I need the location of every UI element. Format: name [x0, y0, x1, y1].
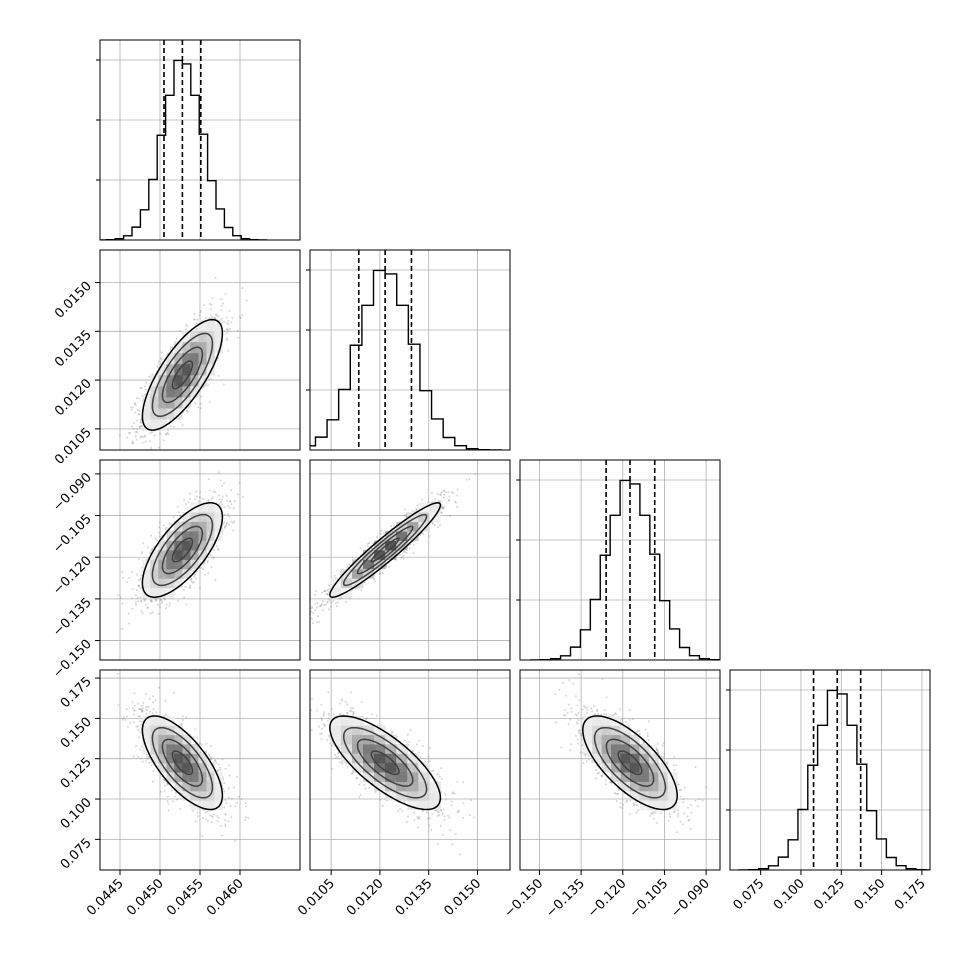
ytick-label-1-0: 0.0105 [52, 425, 95, 468]
contour-1-0-3 [141, 318, 224, 431]
scatter-panel-1-0 [99, 249, 301, 451]
ytick-label-1-3: 0.0150 [52, 279, 95, 322]
scatter-panel-3-2 [519, 669, 721, 871]
hist-frame-0 [99, 39, 301, 241]
ytick-label-2-4: −0.090 [50, 470, 95, 515]
contour-2-0-1 [161, 525, 204, 575]
xtick-label-3-0: 0.075 [731, 876, 768, 913]
scatter-panel-2-0 [99, 459, 301, 661]
contour-1-0-1 [161, 346, 204, 404]
contour-1-0-0 [171, 360, 194, 390]
xtick-label-1-3: 0.0150 [442, 876, 485, 919]
panel-content-2-0 [100, 460, 300, 660]
ytick-label-2-0: −0.150 [50, 637, 95, 682]
contour-3-1-0 [370, 750, 400, 776]
xtick-label-3-2: 0.125 [811, 876, 848, 913]
scatter-panel-2-1 [309, 459, 511, 661]
ytick-label-3-0: 0.075 [58, 836, 95, 873]
contour-2-0-2 [151, 513, 214, 587]
ytick-label-3-4: 0.175 [58, 674, 95, 711]
xtick-label-1-1: 0.0120 [344, 876, 387, 919]
panel-frame-2-1 [309, 459, 511, 661]
xtick-label-3-1: 0.100 [771, 876, 808, 913]
panel-content-1-0 [100, 250, 300, 450]
contour-3-1-3 [329, 715, 442, 811]
contour-3-0-3 [141, 715, 224, 811]
hist-panel-0 [96, 39, 301, 241]
xtick-label-0-2: 0.0455 [164, 876, 207, 919]
ytick-label-2-2: −0.120 [50, 553, 95, 598]
xtick-label-1-2: 0.0135 [393, 876, 436, 919]
hist-panel-3 [726, 669, 931, 871]
contour-2-1-3 [329, 502, 442, 598]
panel-content-2-1 [310, 460, 510, 660]
contour-2-0-3 [141, 502, 224, 598]
xtick-label-2-4: −0.090 [668, 876, 713, 921]
xtick-label-2-1: −0.135 [543, 876, 588, 921]
contour-3-0-1 [161, 738, 204, 787]
contour-3-2-1 [605, 738, 655, 787]
contour-2-1-1 [356, 525, 414, 575]
contour-3-2-0 [617, 750, 643, 776]
hist-frame-3 [729, 669, 931, 871]
histogram-step-2 [530, 479, 720, 660]
panel-content-3-0 [100, 670, 300, 870]
xtick-label-2-0: −0.150 [502, 876, 547, 921]
ytick-label-3-1: 0.100 [58, 795, 95, 832]
xtick-label-0-3: 0.0460 [204, 876, 247, 919]
xtick-label-3-4: 0.175 [892, 876, 929, 913]
histogram-step-3 [738, 689, 930, 870]
contour-3-2-2 [593, 726, 667, 799]
contour-3-2-3 [582, 715, 678, 811]
ytick-label-3-3: 0.150 [58, 715, 95, 752]
xtick-label-2-3: −0.105 [627, 876, 672, 921]
panel-frame-3-1 [309, 669, 511, 871]
histogram-step-0 [100, 59, 268, 240]
xtick-label-0-1: 0.0450 [124, 876, 167, 919]
hist-frame-1 [309, 249, 511, 451]
hist-frame-2 [519, 459, 721, 661]
contour-3-0-0 [171, 750, 194, 776]
ytick-label-1-1: 0.0120 [52, 376, 95, 419]
histogram-step-1 [310, 269, 502, 450]
contour-3-0-2 [151, 726, 214, 799]
contour-3-1-2 [342, 726, 428, 799]
ytick-label-2-3: −0.105 [50, 512, 95, 557]
ytick-label-1-2: 0.0135 [52, 328, 95, 371]
xtick-label-3-3: 0.150 [852, 876, 889, 913]
xtick-label-2-2: −0.120 [585, 876, 630, 921]
ytick-label-2-1: −0.135 [50, 595, 95, 640]
contour-3-1-1 [356, 738, 414, 787]
contour-2-1-2 [342, 513, 428, 587]
contour-2-1-0 [370, 537, 400, 563]
scatter-panel-3-0 [99, 669, 301, 871]
panel-frame-2-0 [99, 459, 301, 661]
panel-frame-3-2 [519, 669, 721, 871]
contour-1-0-2 [151, 332, 214, 418]
ytick-label-3-2: 0.125 [58, 755, 95, 792]
panel-frame-1-0 [99, 249, 301, 451]
panel-content-3-1 [310, 670, 510, 870]
contour-2-0-0 [171, 537, 194, 563]
hist-panel-1 [306, 249, 511, 451]
xtick-label-0-0: 0.0445 [84, 876, 127, 919]
scatter-panel-3-1 [309, 669, 511, 871]
xtick-label-1-0: 0.0105 [295, 876, 338, 919]
panel-content-3-2 [520, 670, 720, 870]
hist-panel-2 [516, 459, 721, 661]
